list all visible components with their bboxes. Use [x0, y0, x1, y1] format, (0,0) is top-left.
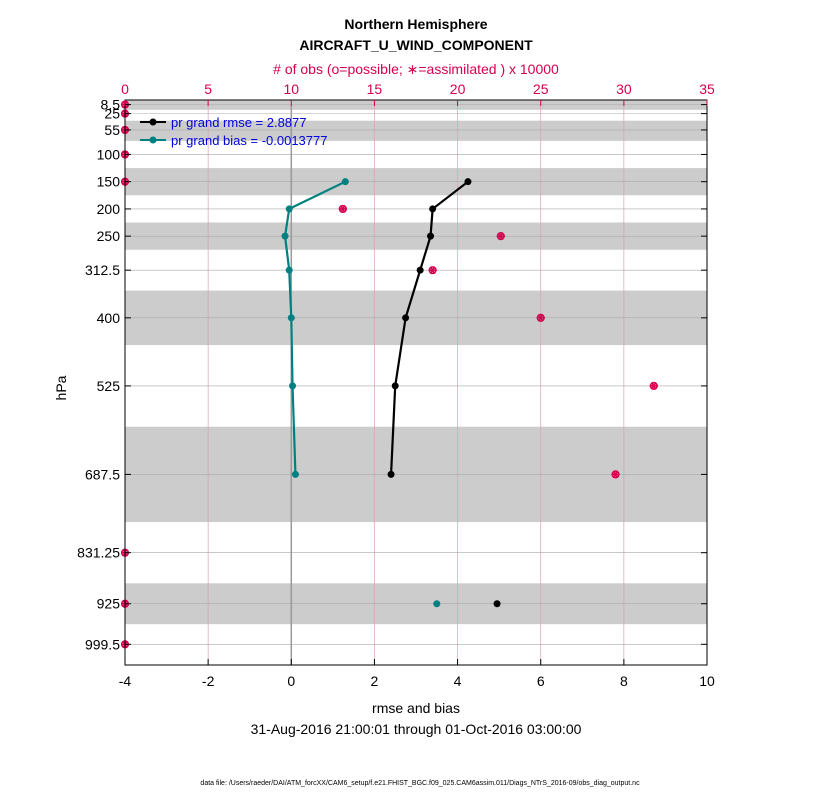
top-axis-label: # of obs (o=possible; ∗=assimilated ) x …: [273, 61, 559, 77]
top-tick-label: 15: [367, 81, 383, 97]
legend-rmse-marker: [149, 118, 157, 126]
x-tick-label: 8: [620, 673, 628, 689]
x-tick-label: 2: [371, 673, 379, 689]
rmse-point: [416, 266, 424, 274]
bias-point: [285, 205, 293, 213]
y-tick-label: 55: [104, 122, 120, 138]
y-tick-label: 100: [97, 146, 121, 162]
shaded-layer: [125, 120, 707, 141]
y-tick-label: 400: [97, 310, 121, 326]
top-tick-label: 5: [204, 81, 212, 97]
date-range: 31-Aug-2016 21:00:01 through 01-Oct-2016…: [251, 721, 582, 737]
bias-point: [341, 178, 349, 186]
legend-bias-marker: [149, 136, 157, 144]
y-tick-label: 8.5: [101, 97, 121, 113]
y-tick-label: 25: [104, 106, 120, 122]
top-tick-label: 10: [283, 81, 299, 97]
bias-point: [433, 600, 441, 608]
rmse-point: [429, 205, 437, 213]
y-tick-label: 200: [97, 201, 121, 217]
x-tick-label: 6: [537, 673, 545, 689]
obs-assimilated-marker: [536, 313, 545, 322]
y-tick-label: 831.25: [77, 545, 120, 561]
asterisk-stroke: [429, 266, 436, 275]
level-lines: [125, 104, 707, 645]
rmse-point: [387, 470, 395, 478]
y-tick-label: 925: [97, 596, 121, 612]
y-tick-label: 687.5: [85, 466, 120, 482]
y-tick-label: 525: [97, 378, 121, 394]
bias-point: [281, 232, 289, 240]
axes-box: [124, 99, 708, 666]
asterisk-stroke: [612, 470, 619, 479]
top-tick-label: 0: [121, 81, 129, 97]
bias-point: [285, 266, 293, 274]
x-tick-label: 0: [287, 673, 295, 689]
asterisk-stroke: [340, 205, 346, 213]
x-axis-label: rmse and bias: [372, 700, 460, 716]
top-tick-label: 35: [699, 81, 715, 97]
obs-assimilated-marker: [649, 382, 658, 390]
asterisk-stroke: [651, 382, 657, 390]
obs-assimilated-marker: [611, 470, 620, 479]
y-tick-label: 999.5: [85, 636, 120, 652]
bias-point: [289, 382, 297, 390]
obs-assimilated-marker: [428, 266, 437, 275]
top-tick-label: 25: [533, 81, 549, 97]
rmse-point: [427, 232, 435, 240]
bias-point: [291, 470, 299, 478]
rmse-point: [493, 600, 501, 608]
legend-bias-label: pr grand bias = -0.0013777: [171, 133, 327, 148]
asterisk-stroke: [538, 313, 544, 322]
x-tick-label: -2: [202, 673, 215, 689]
data-file-footnote: data file: /Users/raeder/DAI/ATM_forcXX/…: [200, 780, 640, 787]
x-tick-label: -4: [119, 673, 132, 689]
x-tick-label: 10: [699, 673, 715, 689]
top-tick-label: 20: [450, 81, 466, 97]
series-layer: [281, 178, 501, 608]
bias-point: [287, 314, 295, 322]
rmse-point: [464, 178, 472, 186]
rmse-point: [402, 314, 410, 322]
chart-title: Northern Hemisphere: [344, 16, 487, 32]
rmse-point: [391, 382, 399, 390]
y-axis-label: hPa: [53, 375, 69, 400]
top-axis-ticks: 0 5 10 15 20 25 30 35: [121, 81, 715, 106]
top-tick-label: 30: [616, 81, 632, 97]
chart-subtitle: AIRCRAFT_U_WIND_COMPONENT: [299, 37, 533, 53]
asterisk-stroke: [498, 232, 504, 241]
legend-rmse-label: pr grand rmse = 2.8877: [171, 115, 307, 130]
x-axis-ticks: -4 -2 0 2 4 6 8 10: [119, 659, 715, 689]
y-tick-label: 312.5: [85, 262, 120, 278]
legend: pr grand rmse = 2.8877 pr grand bias = -…: [140, 115, 327, 148]
obs-assimilated-marker: [496, 232, 505, 241]
x-tick-label: 4: [454, 673, 462, 689]
y-tick-label: 250: [97, 228, 121, 244]
obs-assimilated-marker: [338, 205, 347, 213]
y-tick-label: 150: [97, 174, 121, 190]
